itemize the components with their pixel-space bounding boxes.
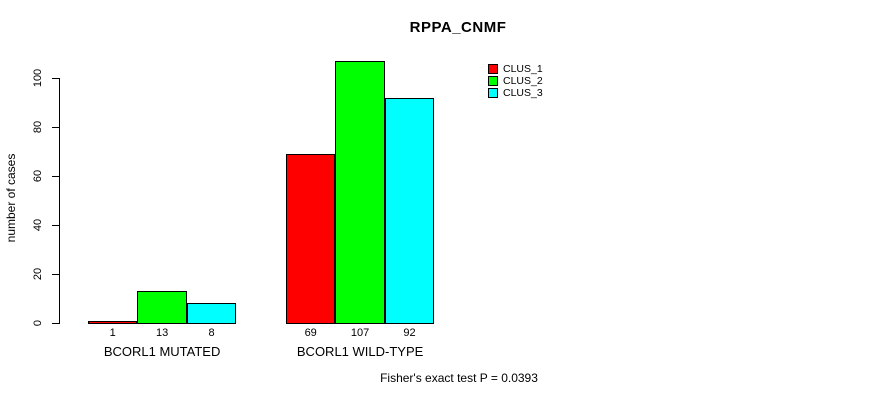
bar-value-label: 8 bbox=[208, 327, 215, 339]
legend: CLUS_1 CLUS_2 CLUS_3 bbox=[488, 63, 543, 99]
y-axis-tick-label: 60 bbox=[32, 169, 44, 183]
legend-swatch-icon bbox=[488, 88, 498, 98]
bar-value-label: 92 bbox=[403, 327, 416, 339]
legend-label: CLUS_2 bbox=[503, 75, 543, 87]
y-axis-line bbox=[59, 78, 60, 324]
y-axis-tick bbox=[52, 274, 59, 275]
bar-clus_2-group2 bbox=[335, 60, 385, 324]
y-axis-tick bbox=[52, 323, 59, 324]
legend-swatch-icon bbox=[488, 64, 498, 74]
bar-clus_1-group2 bbox=[286, 153, 336, 324]
legend-item-clus_3: CLUS_3 bbox=[488, 87, 543, 99]
group-label-1: BCORL1 MUTATED bbox=[103, 344, 221, 359]
legend-swatch-icon bbox=[488, 76, 498, 86]
bar-clus_2-group1 bbox=[137, 291, 187, 324]
y-axis-tick-label: 20 bbox=[32, 267, 44, 281]
legend-item-clus_1: CLUS_1 bbox=[488, 63, 543, 75]
y-axis-tick-label: 100 bbox=[32, 68, 44, 88]
bar-clus_3-group1 bbox=[186, 303, 237, 324]
y-axis-tick-label: 80 bbox=[32, 120, 44, 134]
chart-title: RPPA_CNMF bbox=[409, 19, 507, 36]
y-axis-tick bbox=[52, 225, 59, 226]
y-axis-tick-label: 40 bbox=[32, 218, 44, 232]
bar-value-label: 1 bbox=[109, 327, 116, 339]
bar-value-label: 107 bbox=[350, 327, 370, 339]
fisher-test-annotation: Fisher's exact test P = 0.0393 bbox=[380, 371, 538, 385]
legend-label: CLUS_1 bbox=[503, 63, 543, 75]
bar-value-label: 13 bbox=[155, 327, 169, 339]
y-axis-tick-label: 0 bbox=[32, 319, 44, 327]
y-axis-tick bbox=[52, 78, 59, 79]
bar-clus_3-group2 bbox=[384, 97, 435, 324]
bar-clus_1-group1 bbox=[88, 320, 138, 324]
y-axis-label: number of cases bbox=[4, 153, 18, 243]
y-axis-tick bbox=[52, 176, 59, 177]
legend-item-clus_2: CLUS_2 bbox=[488, 75, 543, 87]
y-axis-tick bbox=[52, 127, 59, 128]
legend-label: CLUS_3 bbox=[503, 87, 543, 99]
group-label-2: BCORL1 WILD-TYPE bbox=[296, 344, 424, 359]
bar-value-label: 69 bbox=[304, 327, 317, 339]
